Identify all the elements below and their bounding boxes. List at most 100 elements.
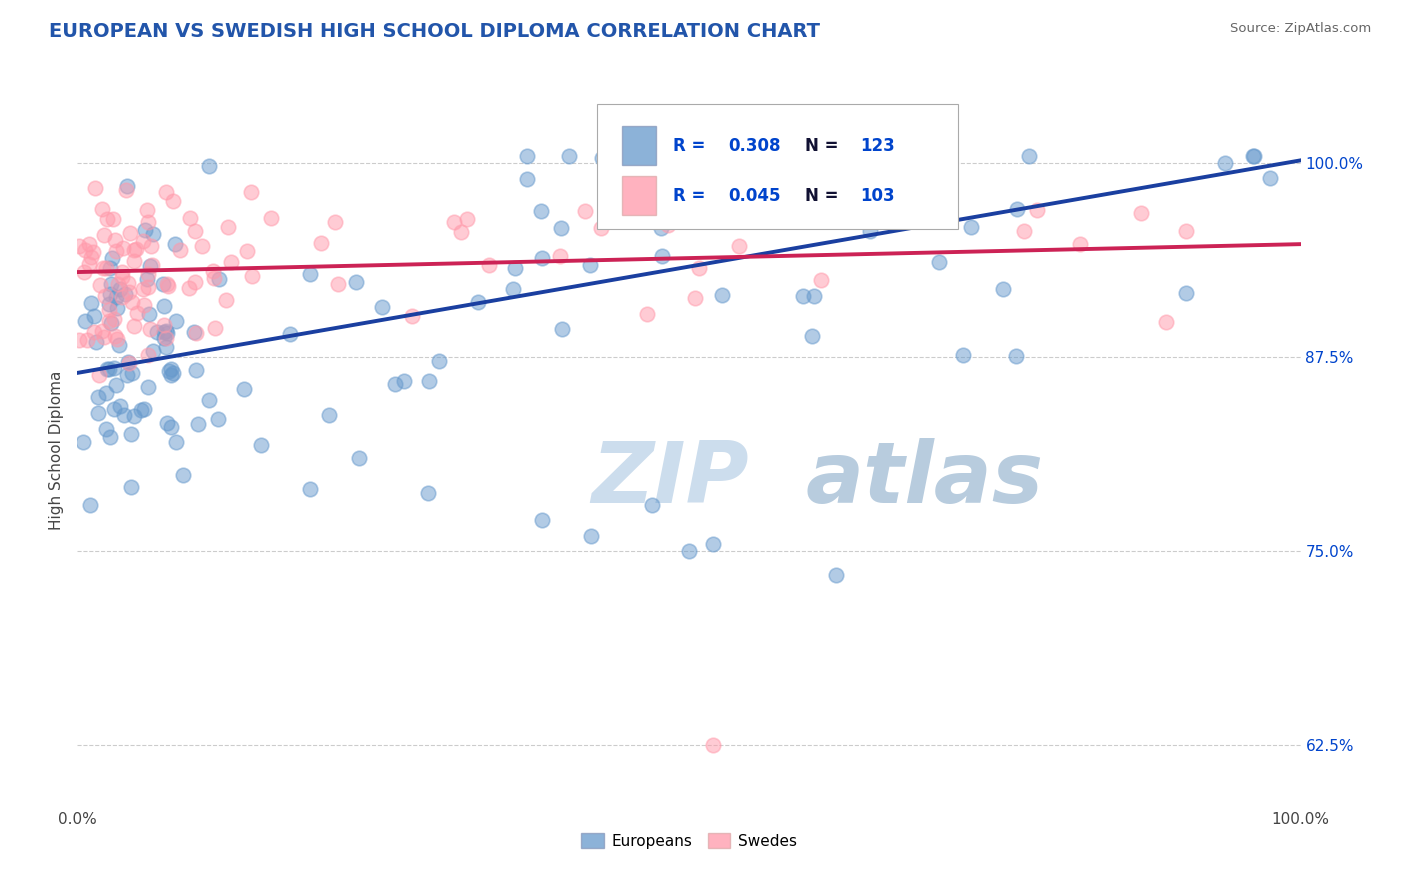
Point (94, 385, 117, 400)
Text: R =: R = (673, 136, 711, 154)
Point (179, 211, 201, 226)
Point (80, 250, 103, 264)
Point (1025, 202, 1047, 217)
Point (344, 275, 367, 289)
Point (1241, 149, 1264, 163)
Point (135, 202, 157, 217)
Point (550, 322, 572, 336)
Point (120, 226, 142, 240)
Point (165, 237, 187, 252)
Point (450, 225, 472, 239)
Point (82, 245, 104, 260)
Point (153, 331, 176, 345)
Point (467, 295, 489, 310)
Point (79, 498, 101, 512)
Point (991, 282, 1014, 296)
Point (502, 282, 524, 296)
Point (578, 258, 600, 272)
Point (250, 437, 273, 451)
Point (1005, 349, 1028, 363)
Point (83, 325, 105, 339)
Point (111, 289, 134, 303)
Point (110, 399, 132, 413)
Point (124, 409, 146, 423)
Point (122, 254, 145, 268)
Point (558, 149, 581, 163)
Point (134, 402, 156, 417)
Point (574, 203, 596, 218)
Point (165, 434, 187, 449)
Point (239, 185, 262, 199)
Point (136, 267, 159, 281)
Text: 123: 123 (860, 136, 896, 154)
Legend: Europeans, Swedes: Europeans, Swedes (576, 828, 801, 853)
FancyBboxPatch shape (598, 104, 957, 229)
Point (157, 363, 180, 377)
Point (136, 272, 159, 286)
Point (134, 223, 156, 237)
Point (84, 334, 107, 349)
Point (202, 264, 225, 278)
Point (98, 296, 121, 310)
Point (103, 312, 125, 326)
Point (803, 289, 825, 303)
Point (105, 244, 128, 258)
Point (136, 348, 159, 362)
Point (260, 211, 283, 225)
Text: EUROPEAN VS SWEDISH HIGH SCHOOL DIPLOMA CORRELATION CHART: EUROPEAN VS SWEDISH HIGH SCHOOL DIPLOMA … (49, 22, 820, 41)
Point (94, 288, 117, 302)
Point (115, 178, 138, 193)
Point (711, 288, 734, 302)
Point (727, 239, 749, 253)
Point (107, 277, 129, 292)
Point (122, 243, 145, 257)
Point (136, 380, 159, 394)
Point (198, 393, 221, 408)
FancyBboxPatch shape (621, 126, 657, 165)
Point (120, 426, 142, 441)
Point (204, 321, 226, 335)
Point (515, 172, 537, 186)
Point (97, 362, 120, 376)
Point (75, 243, 97, 257)
Point (1175, 285, 1198, 300)
Point (530, 204, 553, 219)
Point (859, 224, 882, 238)
Point (141, 258, 163, 272)
Point (103, 401, 125, 416)
Point (153, 325, 176, 339)
Point (101, 251, 124, 265)
Point (801, 329, 824, 343)
Point (702, 738, 724, 752)
Point (94, 422, 117, 436)
Point (90, 324, 112, 338)
Point (894, 180, 917, 194)
Point (309, 235, 332, 250)
Point (125, 306, 148, 320)
Text: N =: N = (806, 136, 845, 154)
Point (159, 420, 181, 434)
Point (952, 348, 974, 362)
Point (198, 159, 221, 173)
Point (138, 279, 160, 293)
Point (136, 215, 159, 229)
Point (101, 212, 124, 227)
Point (172, 467, 194, 482)
Point (328, 277, 350, 291)
Point (75, 314, 97, 328)
Point (323, 215, 346, 229)
Point (156, 277, 179, 291)
Point (236, 244, 259, 258)
Point (104, 290, 127, 304)
Point (183, 325, 205, 339)
Point (98, 261, 121, 276)
Point (100, 277, 122, 291)
Point (169, 243, 191, 257)
Point (298, 267, 321, 281)
Point (110, 282, 132, 296)
Point (105, 301, 128, 315)
Point (318, 408, 340, 422)
Point (636, 307, 658, 321)
Point (157, 278, 180, 293)
Point (478, 258, 501, 272)
